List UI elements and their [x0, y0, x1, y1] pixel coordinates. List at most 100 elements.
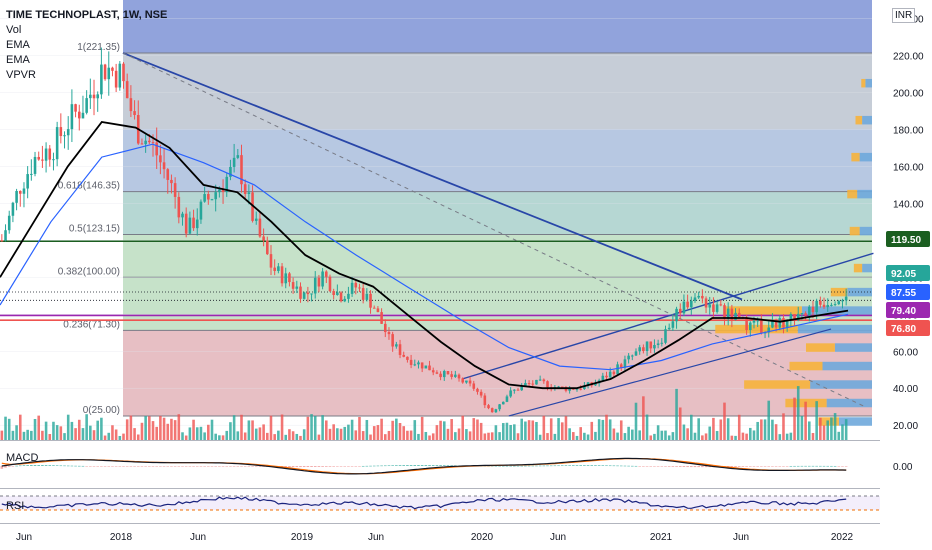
volume-bar-25: [92, 430, 96, 440]
volume-bar-84: [310, 414, 313, 440]
candle-body-181: [667, 327, 671, 330]
candle-body-193: [712, 304, 715, 312]
macd-hist-92: [339, 466, 343, 467]
candle-body-96: [354, 282, 358, 288]
macd-hist-225: [830, 465, 833, 467]
candle-body-197: [726, 308, 730, 319]
candle-body-112: [413, 364, 417, 366]
candle-body-22: [81, 112, 85, 119]
candle-body-213: [785, 320, 789, 328]
volume-bar-211: [778, 434, 782, 440]
volume-bar-214: [789, 432, 793, 440]
volume-bar-189: [697, 418, 700, 440]
indicator-vpvr[interactable]: VPVR: [6, 69, 36, 81]
volume-bar-111: [409, 430, 413, 440]
volume-bar-157: [579, 427, 582, 440]
volume-bar-193: [712, 417, 715, 440]
volume-bar-187: [690, 414, 693, 440]
time-axis[interactable]: Jun 2018 Jun 2019 Jun 2020 Jun 2021 Jun 2022: [16, 532, 854, 543]
macd-hist-155: [572, 465, 575, 466]
indicator-vol[interactable]: Vol: [6, 24, 22, 36]
candle-body-30: [111, 67, 114, 71]
macd-hist-161: [594, 465, 597, 466]
volume-bar-226: [833, 413, 837, 440]
candle-body-16: [59, 127, 63, 137]
macd-hist-2: [7, 466, 11, 467]
macd-hist-172: [634, 465, 638, 467]
fib-band-4: [123, 277, 872, 331]
vp-up-8: [862, 263, 872, 273]
volume-bar-196: [723, 402, 726, 440]
volume-bar-56: [207, 424, 210, 440]
macd-hist-184: [678, 466, 682, 467]
macd-hist-156: [575, 465, 579, 466]
indicator-ema-1[interactable]: EMA: [6, 39, 30, 51]
ema-lines: [0, 121, 849, 390]
macd-hist-206: [760, 466, 763, 467]
volume-bar-42: [155, 426, 158, 440]
candle-body-116: [428, 365, 431, 371]
volume-bar-203: [749, 427, 752, 440]
rsi-line: [1, 496, 847, 510]
macd-hist-229: [844, 466, 848, 467]
macd-hist-135: [498, 465, 501, 467]
volume-bar-154: [568, 428, 571, 440]
vp-up-12: [862, 115, 872, 125]
macd-hist-223: [822, 465, 826, 467]
volume-bar-17: [63, 433, 66, 440]
volume-bar-168: [619, 420, 623, 440]
candle-body-167: [616, 364, 619, 375]
macd-hist-191: [704, 466, 708, 468]
candle-body-198: [730, 308, 734, 320]
rsi-label[interactable]: RSI: [6, 500, 25, 512]
macd-hist-34: [125, 466, 129, 467]
candle-body-171: [631, 355, 634, 357]
candle-body-152: [560, 386, 564, 388]
macd-label[interactable]: MACD: [6, 452, 39, 464]
volume-bar-229: [844, 419, 848, 440]
candle-body-13: [48, 148, 52, 160]
vp-down-10: [847, 189, 858, 199]
macd-hist-28: [103, 466, 107, 467]
macd-hist-139: [513, 465, 516, 467]
volume-bar-169: [623, 433, 627, 440]
volume-bar-85: [313, 415, 317, 440]
volume-bar-88: [325, 420, 328, 440]
fib-band-2: [123, 191, 872, 235]
macd-hist-162: [597, 465, 601, 466]
volume-bar-197: [726, 418, 730, 440]
candle-body-108: [398, 344, 402, 355]
trend-lines[interactable]: [122, 52, 874, 417]
volume-bar-136: [501, 423, 505, 440]
volume-bar-219: [807, 421, 811, 440]
currency-badge[interactable]: INR: [892, 8, 916, 23]
macd-hist-37: [136, 466, 140, 467]
y-tick-8: 180.00: [893, 125, 924, 136]
candle-body-129: [476, 388, 479, 392]
volume-bar-188: [693, 432, 697, 440]
indicator-ema-2[interactable]: EMA: [6, 54, 30, 66]
volume-bar-185: [682, 424, 686, 440]
macd-hist-214: [789, 465, 793, 467]
volume-bar-115: [424, 431, 428, 440]
price-tag-4: 76.80: [891, 324, 916, 335]
volume-bar-208: [767, 400, 771, 440]
candle-body-204: [752, 320, 756, 323]
volume-bar-28: [103, 435, 107, 440]
fibonacci-bands: 1(221.35) 0.618(146.35) 0.5(123.15) 0.382(1…: [58, 0, 872, 417]
volume-bar-53: [195, 427, 199, 440]
price-tag-bg-3: [886, 302, 930, 318]
volume-bar-220: [811, 433, 815, 440]
volume-bar-180: [664, 430, 667, 440]
volume-bar-142: [524, 421, 527, 440]
macd-tick: 0.00: [893, 462, 913, 473]
macd-hist-83: [306, 466, 310, 468]
macd-hist-54: [199, 466, 203, 467]
volume-bar-181: [667, 435, 671, 440]
candle-body-172: [634, 351, 638, 356]
candle-body-76: [280, 266, 284, 284]
macd-hist-211: [778, 466, 782, 467]
macd-hist-6: [22, 465, 26, 466]
volume-bar-61: [225, 430, 229, 440]
